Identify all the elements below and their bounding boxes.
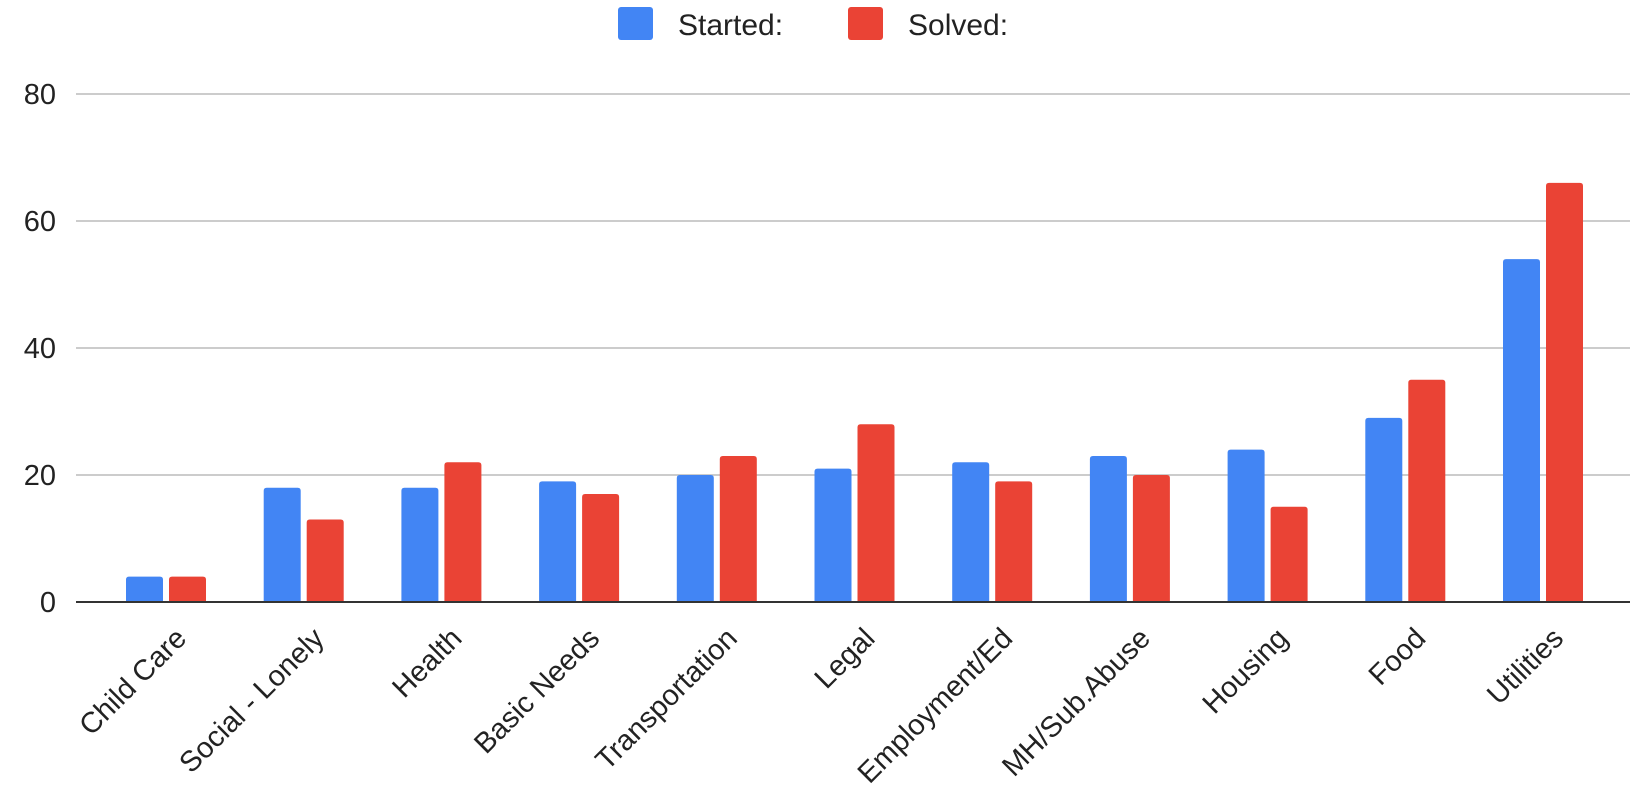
bar-started — [1503, 259, 1540, 602]
x-category-label: Housing — [1197, 622, 1295, 720]
y-axis-ticks: 0 20 40 60 80 — [24, 79, 56, 619]
bar-solved — [719, 455, 757, 602]
x-category-label: MH/Sub.Abuse — [996, 622, 1157, 783]
legend-label-started: Started: — [678, 9, 783, 42]
bar-started — [676, 475, 714, 602]
bar-solved — [444, 462, 482, 602]
bar-solved — [1270, 506, 1308, 602]
bar-solved — [582, 494, 620, 602]
x-category-label: Basic Needs — [468, 622, 606, 760]
bar-solved — [1132, 475, 1170, 602]
x-category-label: Child Care — [73, 622, 193, 742]
bar-solved — [1546, 182, 1583, 602]
x-category-label: Health — [386, 622, 468, 704]
bar-started — [263, 487, 301, 602]
y-tick-label: 60 — [24, 206, 56, 238]
legend-swatch-solved — [848, 7, 883, 40]
y-tick-label: 40 — [24, 333, 56, 365]
bar-started — [814, 468, 852, 602]
x-category-label: Food — [1363, 622, 1432, 691]
bar-solved — [169, 576, 206, 602]
bar-started — [1089, 455, 1127, 602]
bar-solved — [1408, 379, 1446, 602]
bar-started — [1227, 449, 1265, 602]
bar-solved — [306, 519, 344, 602]
bar-started — [952, 462, 990, 602]
bar-started — [126, 576, 163, 602]
y-tick-label: 20 — [24, 460, 56, 492]
x-category-label: Legal — [809, 622, 882, 695]
bar-started — [539, 481, 577, 602]
legend: Started: Solved: — [618, 7, 1008, 42]
y-tick-label: 80 — [24, 79, 56, 111]
legend-label-solved: Solved: — [908, 9, 1008, 42]
x-category-label: Utilities — [1481, 622, 1570, 711]
bar-started — [401, 487, 439, 602]
bar-solved — [995, 481, 1033, 602]
bar-solved — [857, 424, 895, 602]
bars — [126, 182, 1583, 602]
bar-started — [1365, 417, 1403, 602]
legend-swatch-started — [618, 7, 653, 40]
x-category-label: Social - Lonely — [174, 622, 331, 779]
x-category-label: Transportation — [590, 622, 744, 776]
y-tick-label: 0 — [40, 587, 56, 619]
